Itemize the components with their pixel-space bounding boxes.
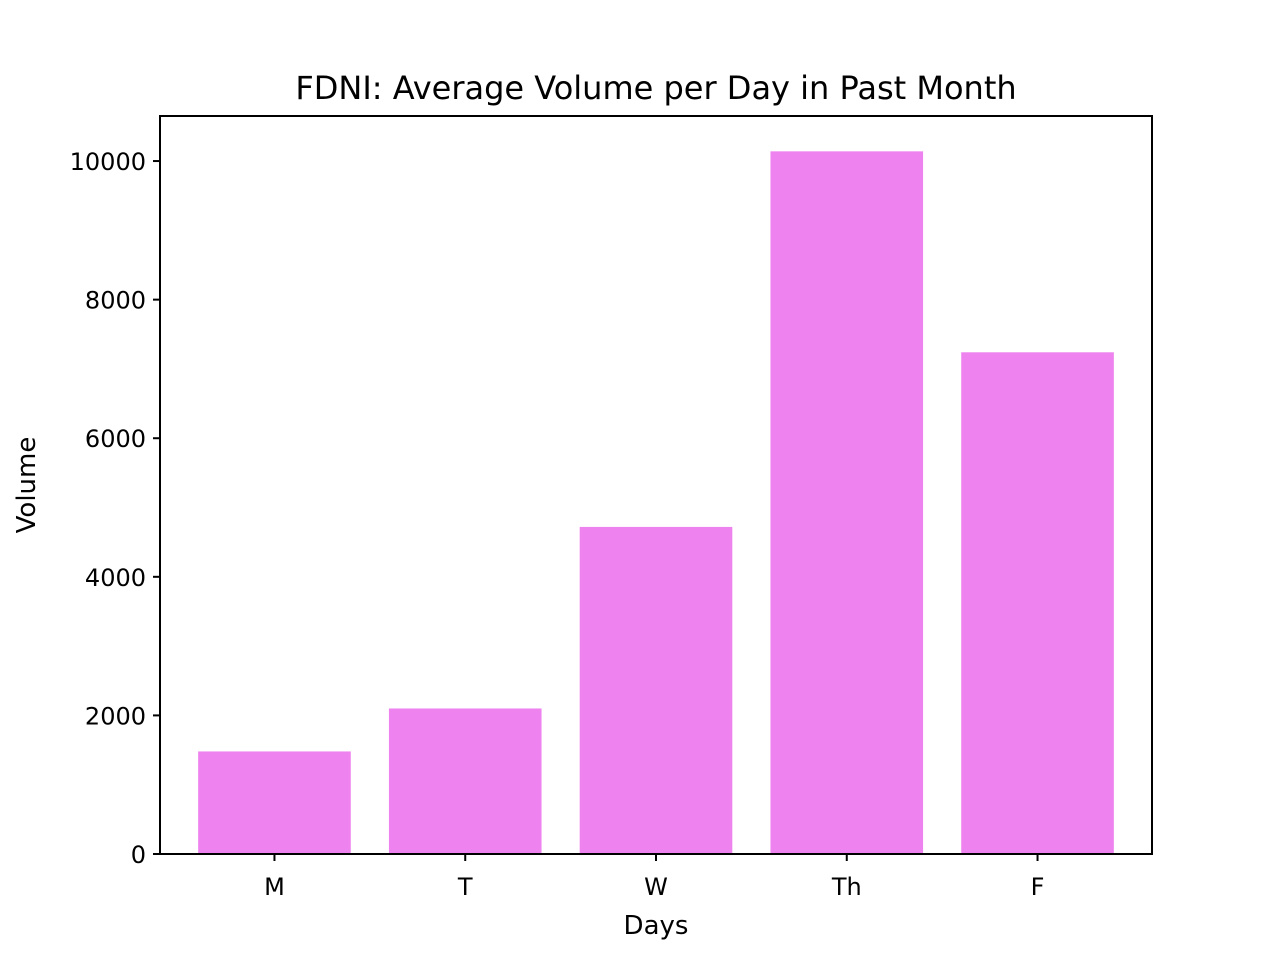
bar-w xyxy=(579,526,733,854)
x-tick-label: M xyxy=(264,873,285,901)
bar-f xyxy=(961,352,1114,854)
x-axis-label: Days xyxy=(624,911,689,941)
bars-group xyxy=(198,151,1114,855)
y-axis-label: Volume xyxy=(12,437,42,534)
y-tick-label: 10000 xyxy=(70,148,146,176)
x-axis-ticks: M T W Th F xyxy=(264,854,1044,901)
x-tick-label: T xyxy=(457,873,473,901)
chart-title: FDNI: Average Volume per Day in Past Mon… xyxy=(295,69,1016,107)
y-tick-label: 6000 xyxy=(85,425,146,453)
bar-t xyxy=(388,708,542,854)
x-tick-label: Th xyxy=(831,873,862,901)
y-tick-label: 4000 xyxy=(85,564,146,592)
bar-th xyxy=(770,151,924,855)
y-tick-label: 0 xyxy=(131,841,146,869)
y-tick-label: 8000 xyxy=(85,287,146,315)
x-tick-label: F xyxy=(1031,873,1045,901)
y-tick-label: 2000 xyxy=(85,702,146,730)
bar-m xyxy=(198,751,351,854)
x-tick-label: W xyxy=(644,873,668,901)
y-axis-ticks: 0 2000 4000 6000 8000 10000 xyxy=(70,148,160,869)
